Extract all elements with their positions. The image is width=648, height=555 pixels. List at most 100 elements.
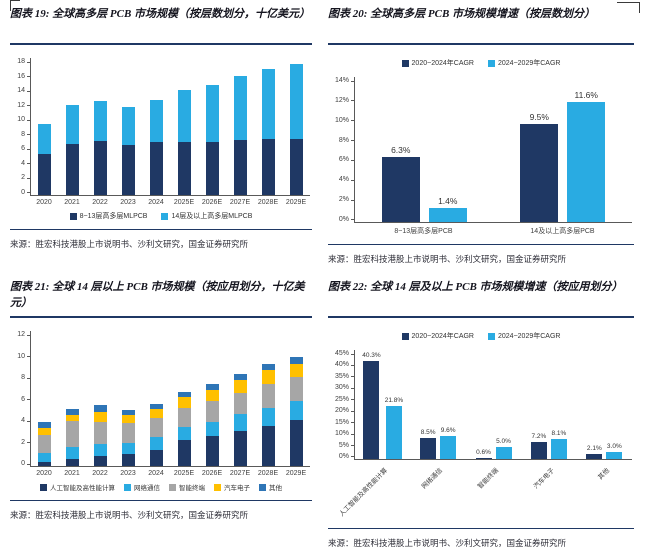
- bar-segment: [205, 141, 219, 195]
- category-slot: [198, 58, 226, 195]
- x-tick-label-text: 其他: [597, 467, 612, 482]
- bar-segment: [233, 431, 247, 466]
- bar-segment: [38, 124, 52, 154]
- bar-segment: [122, 423, 136, 443]
- category-slot: [171, 331, 199, 466]
- x-tick-label: 2026E: [201, 470, 223, 477]
- x-tick-label: 2021: [64, 470, 80, 477]
- y-tick-label: 5%: [338, 441, 355, 449]
- bar: [381, 156, 420, 222]
- legend-swatch-icon: [259, 483, 266, 491]
- bar-wrap: 21.8%: [385, 350, 403, 459]
- category-slot: [198, 331, 226, 466]
- bar-segment: [66, 447, 80, 459]
- bar-segment: [122, 442, 136, 455]
- bar-segment: [261, 407, 275, 427]
- bar-segment: [233, 379, 247, 394]
- legend-label: 智能终端: [179, 485, 205, 492]
- x-tick-label: 2023: [120, 470, 136, 477]
- plot-area: 12 10 8 6 4 2 0: [12, 331, 310, 467]
- bar-group: 40.3% 21.8%: [362, 350, 403, 459]
- stacked-bar: [66, 331, 80, 466]
- bar-segment: [122, 414, 136, 424]
- plot: [30, 331, 310, 467]
- y-tick-label: 10%: [334, 430, 355, 438]
- bar-segment: [233, 393, 247, 415]
- x-tick-label-text: 网络通信: [421, 467, 445, 491]
- category-slot: 40.3% 21.8%: [355, 350, 410, 459]
- x-tick-label: 智能终端: [465, 462, 521, 520]
- category-slot: 9.5% 11.6%: [494, 77, 633, 222]
- x-tick-label: 2025E: [173, 199, 195, 206]
- bar-segment: [122, 454, 136, 466]
- category-slot: 7.2% 8.1%: [521, 350, 576, 459]
- y-tick-label: 6%: [338, 156, 355, 164]
- y-axis: 18 16 14 12 10 8 6 4 2 0: [12, 58, 30, 196]
- y-tick-label: 12: [17, 101, 30, 109]
- bar-segment: [150, 409, 164, 418]
- bar-value-label: 6.3%: [391, 144, 411, 155]
- legend-item: 8~13层高多层MLPCB: [69, 211, 147, 221]
- category-slot: [171, 58, 199, 195]
- y-tick-label: 4%: [338, 176, 355, 184]
- bar-segment: [177, 89, 191, 142]
- bar-segment: [261, 139, 275, 195]
- page-corner-mark-right: [617, 2, 640, 13]
- x-tick-label: 其他: [576, 462, 632, 520]
- x-tick-label: 2024: [148, 199, 164, 206]
- bar-segment: [289, 401, 303, 421]
- y-tick-label: 15%: [334, 418, 355, 426]
- figure-20-chart: 2020~2024年CAGR 2024~2029年CAGR 14% 12% 10% 8% 6…: [328, 45, 634, 242]
- bar-segment: [205, 436, 219, 466]
- bar: [530, 441, 547, 459]
- stacked-bar: [94, 331, 108, 466]
- bar: [495, 446, 512, 459]
- chart-legend: 8~13层高多层MLPCB 14层及以上高多层MLPCB: [12, 211, 310, 221]
- x-tick-label: 2028E: [257, 470, 279, 477]
- bar-value-label: 7.2%: [531, 432, 547, 440]
- bar-segment: [289, 364, 303, 378]
- y-tick-label: 20%: [334, 407, 355, 415]
- bar-segment: [177, 440, 191, 466]
- bar-segment: [66, 105, 80, 145]
- stacked-bar: [261, 331, 275, 466]
- bar-segment: [66, 415, 80, 421]
- x-tick-label: 2029E: [285, 199, 307, 206]
- chart-legend: 人工智能及高性能计算 网络通信 智能终端 汽车电子 其他: [12, 482, 310, 492]
- legend-item: 14层及以上高多层MLPCB: [161, 211, 252, 221]
- x-tick-label: 2020: [36, 199, 52, 206]
- legend-label: 汽车电子: [224, 485, 250, 492]
- plot: [30, 58, 310, 196]
- bar-value-label: 2.1%: [586, 444, 602, 452]
- legend-swatch-icon: [169, 483, 176, 491]
- y-tick-label: 14: [17, 87, 30, 95]
- page-corner-mark-left: [10, 0, 20, 11]
- legend-swatch-icon: [401, 332, 409, 340]
- bar-wrap: 6.3%: [381, 77, 420, 222]
- bar-wrap: 8.5%: [420, 350, 437, 459]
- figure-20-source-row: 来源：胜宏科技港股上市说明书、沙利文研究，国金证券研究所: [328, 244, 634, 267]
- y-tick-label: 45%: [334, 350, 355, 357]
- category-slot: [115, 58, 143, 195]
- x-tick-label: 汽车电子: [521, 462, 577, 520]
- bar-segment: [177, 397, 191, 408]
- bar-segment: [66, 144, 80, 195]
- bar-segment: [66, 421, 80, 448]
- figure-20-source: 来源：胜宏科技港股上市说明书、沙利文研究，国金证券研究所: [328, 254, 567, 264]
- figure-21-source-row: 来源：胜宏科技港股上市说明书、沙利文研究，国金证券研究所: [10, 500, 312, 523]
- bar-segment: [38, 422, 52, 428]
- y-tick-label: 35%: [334, 372, 355, 380]
- y-tick-label: 0%: [338, 215, 355, 223]
- figure-22-panel: 图表 22: 全球 14 层及以上 PCB 市场规模增速（按应用划分） 2020…: [328, 280, 634, 551]
- bar-segment: [177, 392, 191, 398]
- y-tick-label: 2: [21, 438, 30, 446]
- x-tick-label: 2027E: [229, 470, 251, 477]
- bar-segment: [233, 76, 247, 141]
- category-slot: [282, 58, 310, 195]
- figure-19-source: 来源：胜宏科技港股上市说明书、沙利文研究，国金证券研究所: [10, 239, 249, 249]
- bar-segment: [177, 427, 191, 441]
- x-axis: 2020 2021 2022 2023 2024 2025E 2026E 2027E 2028E…: [12, 470, 310, 477]
- category-slot: [282, 331, 310, 466]
- x-tick-label: 2022: [92, 470, 108, 477]
- bar-value-label: 40.3%: [362, 352, 381, 360]
